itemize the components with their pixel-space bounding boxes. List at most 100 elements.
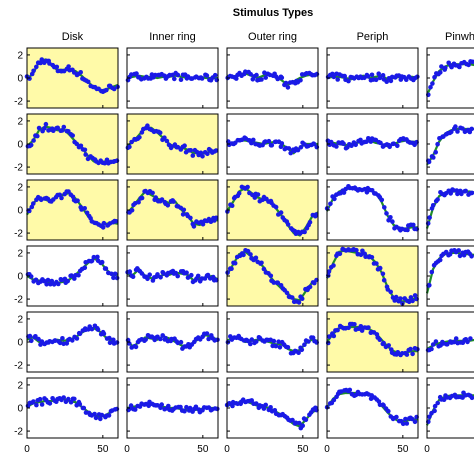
data-point	[184, 404, 189, 410]
data-point	[408, 295, 414, 300]
panel	[24, 47, 120, 109]
data-point	[245, 184, 250, 190]
data-point	[353, 142, 359, 148]
data-point	[114, 406, 120, 412]
data-point	[27, 76, 32, 81]
panel	[125, 113, 219, 175]
panel	[225, 179, 319, 241]
x-tick-label: 0	[324, 444, 330, 455]
data-point	[190, 153, 196, 158]
data-point	[111, 275, 116, 281]
data-point	[55, 125, 60, 131]
data-point	[429, 269, 435, 275]
data-point	[185, 275, 191, 280]
data-point	[432, 403, 438, 409]
data-point	[253, 401, 259, 406]
y-tick-label: 0	[17, 272, 23, 283]
data-point	[459, 191, 464, 197]
data-point	[314, 71, 320, 77]
data-point	[188, 148, 193, 153]
data-point	[103, 266, 109, 271]
panel	[125, 311, 220, 373]
panel	[425, 245, 474, 307]
data-point	[128, 403, 134, 408]
data-point	[251, 137, 256, 143]
data-point	[346, 78, 351, 84]
data-point	[147, 272, 152, 278]
panel	[26, 311, 120, 373]
data-point	[302, 342, 307, 348]
data-point	[159, 402, 164, 407]
data-point	[427, 282, 432, 288]
data-point	[376, 71, 382, 76]
data-point	[171, 199, 176, 204]
data-point	[296, 300, 302, 305]
data-point	[307, 284, 313, 290]
data-point	[328, 201, 333, 207]
data-point	[303, 417, 309, 423]
data-point	[457, 253, 463, 259]
data-point	[293, 420, 299, 426]
data-point	[395, 143, 400, 149]
data-point	[347, 387, 353, 393]
data-point	[205, 151, 210, 157]
data-point	[34, 402, 39, 408]
data-point	[430, 203, 436, 208]
data-point	[227, 401, 232, 406]
data-point	[65, 278, 70, 284]
data-point	[146, 403, 151, 409]
data-point	[212, 72, 218, 78]
panel	[225, 47, 320, 109]
y-tick-label: 2	[17, 380, 23, 391]
data-point	[285, 345, 291, 350]
data-point	[297, 420, 302, 426]
data-point	[285, 85, 291, 90]
data-point	[38, 197, 44, 203]
data-point	[178, 404, 183, 410]
y-tick-label: 2	[17, 182, 23, 193]
panel-background	[427, 114, 474, 174]
panel-background	[127, 180, 218, 240]
data-point	[31, 138, 36, 143]
data-point	[245, 338, 250, 344]
data-point	[469, 190, 474, 196]
panel	[426, 113, 474, 175]
data-point	[33, 277, 39, 283]
panel	[425, 179, 474, 241]
panel	[324, 377, 419, 439]
data-point	[433, 150, 439, 155]
data-point	[241, 252, 246, 258]
data-point	[182, 143, 187, 148]
data-point	[349, 143, 354, 148]
y-tick-label: 2	[17, 116, 23, 127]
panel	[125, 47, 220, 109]
data-point	[337, 251, 343, 257]
data-point	[430, 81, 435, 86]
data-point	[139, 271, 145, 276]
data-point	[78, 143, 84, 149]
data-point	[411, 222, 416, 228]
data-point	[111, 86, 117, 92]
data-point	[100, 225, 106, 230]
data-point	[204, 331, 210, 336]
data-point	[451, 339, 457, 345]
data-point	[432, 74, 437, 80]
data-point	[230, 403, 235, 409]
data-point	[331, 397, 337, 403]
data-point	[47, 61, 52, 66]
panel	[325, 245, 419, 307]
data-point	[405, 227, 410, 233]
data-point	[391, 141, 397, 146]
data-point	[113, 219, 119, 224]
data-point	[380, 271, 386, 277]
panel-background	[27, 48, 118, 108]
data-point	[433, 339, 439, 344]
column-title: Disk	[62, 31, 84, 43]
data-point	[466, 62, 471, 68]
data-point	[34, 64, 39, 70]
data-point	[27, 208, 32, 214]
y-tick-label: -2	[14, 97, 23, 108]
data-point	[275, 280, 281, 286]
data-point	[373, 77, 379, 83]
data-point	[366, 136, 371, 141]
